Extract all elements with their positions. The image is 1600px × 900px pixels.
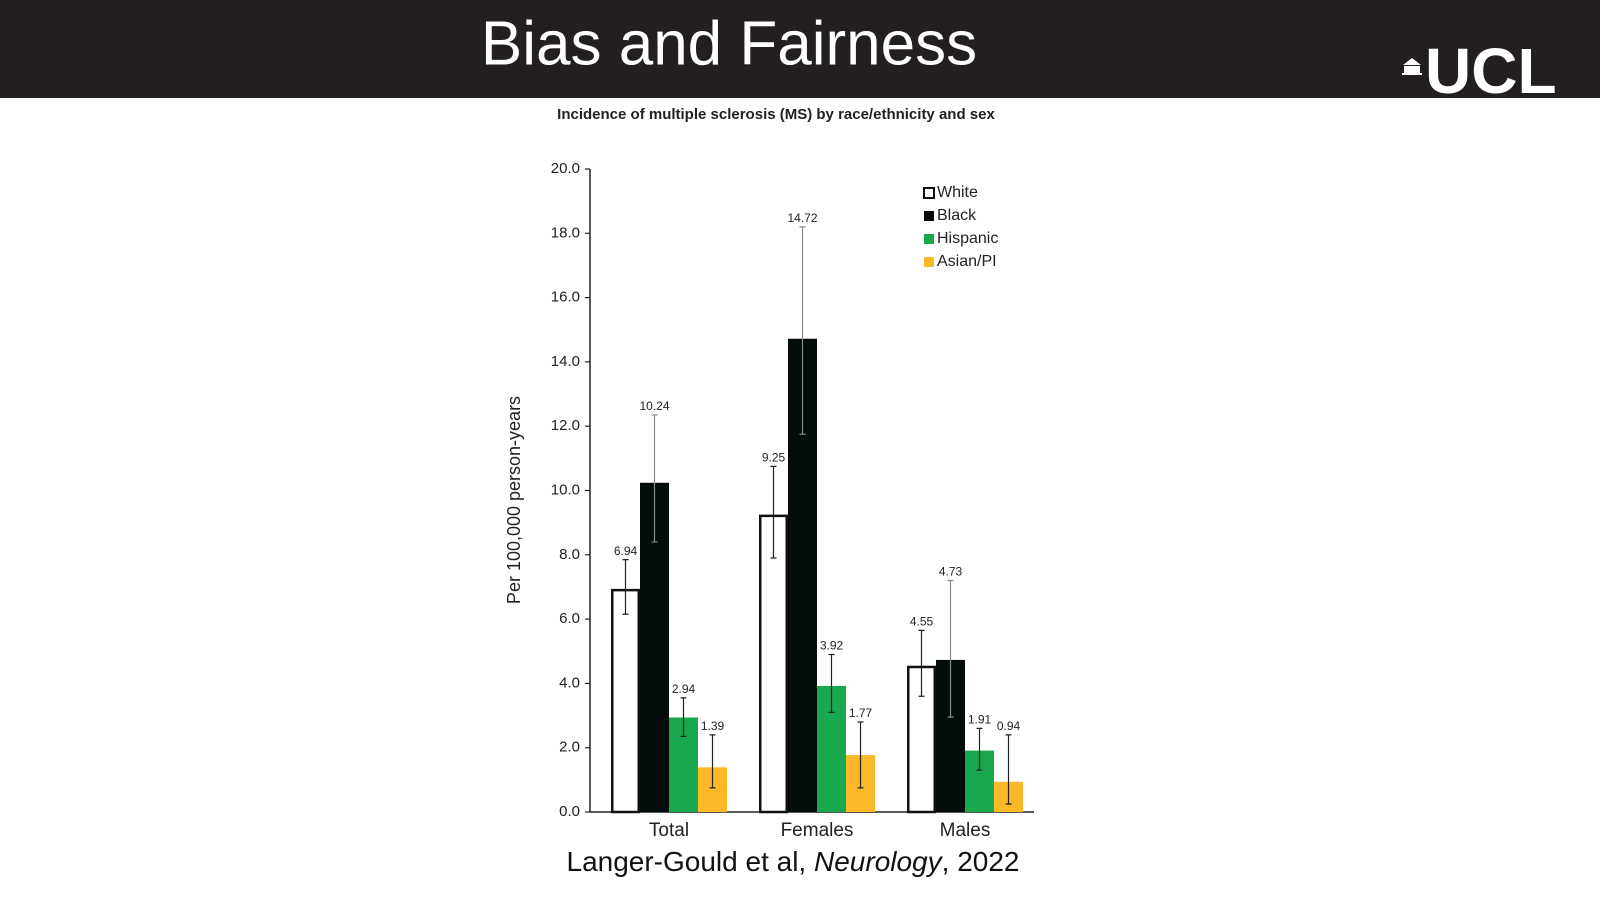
error-bar: [828, 653, 835, 713]
error-bar: [918, 629, 925, 697]
legend-swatch: [924, 211, 934, 221]
legend-swatch: [923, 187, 935, 199]
data-label: 10.24: [639, 399, 669, 413]
citation-part: Langer-Gould et al,: [567, 846, 815, 877]
legend-label: Hispanic: [937, 230, 998, 247]
data-label: 3.92: [820, 639, 844, 653]
data-label: 14.72: [787, 211, 817, 225]
y-tick-label: 18.0: [551, 224, 580, 241]
y-tick-label: 20.0: [551, 160, 580, 177]
data-label: 4.73: [939, 565, 963, 579]
error-bar: [622, 559, 629, 615]
y-axis-label: Per 100,000 person-years: [504, 396, 524, 604]
citation-part: , 2022: [942, 846, 1020, 877]
y-tick-label: 0.0: [559, 803, 580, 820]
legend-label: Asian/PI: [937, 253, 997, 270]
error-bar: [976, 727, 983, 771]
data-label: 6.94: [614, 544, 638, 558]
legend-swatch: [924, 257, 934, 267]
x-tick-label: Total: [649, 820, 689, 841]
legend-swatch: [924, 234, 934, 244]
y-tick-label: 14.0: [551, 353, 580, 370]
error-bar: [651, 414, 658, 543]
logo: UCL: [1425, 35, 1557, 107]
error-bar: [799, 226, 806, 435]
error-bar: [770, 465, 777, 559]
chart-title: Incidence of multiple sclerosis (MS) by …: [557, 106, 995, 123]
data-label: 4.55: [910, 615, 934, 629]
error-bar: [947, 579, 954, 718]
x-tick-label: Females: [781, 820, 854, 841]
legend-label: Black: [937, 207, 977, 224]
data-label: 1.39: [701, 719, 725, 733]
y-tick-label: 2.0: [559, 739, 580, 756]
slide-title: Bias and Fairness: [481, 9, 977, 78]
data-label: 1.91: [968, 713, 992, 727]
data-label: 2.94: [672, 682, 696, 696]
bar: [611, 588, 640, 814]
citation-part: Neurology: [814, 846, 944, 877]
error-bar: [1005, 734, 1012, 805]
y-tick-label: 10.0: [551, 481, 580, 498]
header-band: [0, 0, 1600, 98]
bar: [759, 514, 788, 814]
data-label: 9.25: [762, 451, 786, 465]
logo-icon: [1402, 58, 1422, 75]
y-tick-label: 12.0: [551, 417, 580, 434]
y-tick-label: 4.0: [559, 674, 580, 691]
data-label: 0.94: [997, 719, 1021, 733]
error-bar: [709, 734, 716, 789]
data-label: 1.77: [849, 706, 873, 720]
y-tick-label: 6.0: [559, 610, 580, 627]
error-bar: [680, 697, 687, 738]
legend-label: White: [937, 184, 978, 201]
error-bar: [857, 721, 864, 789]
citation: Langer-Gould et al, Neurology, 2022: [567, 846, 1020, 877]
y-tick-label: 16.0: [551, 289, 580, 306]
x-tick-label: Males: [940, 820, 991, 841]
y-tick-label: 8.0: [559, 546, 580, 563]
